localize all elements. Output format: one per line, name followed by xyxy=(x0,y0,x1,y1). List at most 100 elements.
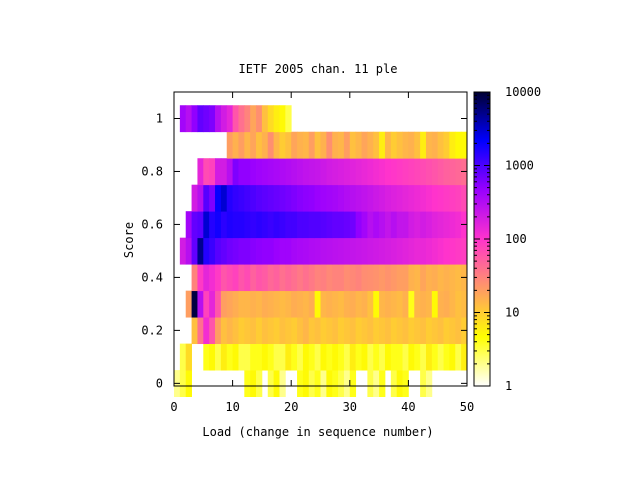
heatmap-cell xyxy=(338,237,345,265)
heatmap-cell xyxy=(314,131,321,159)
heatmap-cell xyxy=(355,184,362,212)
heatmap-cell xyxy=(338,158,345,186)
heatmap-cell xyxy=(379,264,386,292)
heatmap-cell xyxy=(232,184,239,212)
heatmap-cell xyxy=(449,343,456,371)
heatmap-cell xyxy=(203,264,210,292)
heatmap-cell xyxy=(402,317,409,345)
heatmap-cell xyxy=(326,184,333,212)
heatmap-cell xyxy=(232,158,239,186)
colorbar-tick-label: 10 xyxy=(505,306,519,320)
heatmap-cell xyxy=(185,211,192,239)
heatmap-cell xyxy=(461,131,468,159)
heatmap-cell xyxy=(384,237,392,265)
heatmap-cell xyxy=(215,237,222,265)
heatmap-cell xyxy=(226,343,233,371)
heatmap-cell xyxy=(226,290,233,318)
heatmap-cell xyxy=(349,290,357,318)
heatmap-cell xyxy=(343,211,351,239)
heatmap-cell xyxy=(291,211,298,239)
heatmap-cell xyxy=(349,211,357,239)
heatmap-cell xyxy=(431,264,439,292)
heatmap-cell xyxy=(256,290,263,318)
heatmap-cell xyxy=(390,211,398,239)
heatmap-cell xyxy=(261,184,269,212)
heatmap-cell xyxy=(420,211,427,239)
heatmap-cell xyxy=(390,184,398,212)
heatmap-cell xyxy=(279,184,286,212)
heatmap-cell xyxy=(361,264,368,292)
heatmap-cell xyxy=(390,290,398,318)
heatmap-cell xyxy=(308,211,316,239)
heatmap-cell xyxy=(373,264,380,292)
heatmap-cell xyxy=(203,237,210,265)
heatmap-cell xyxy=(408,317,415,345)
heatmap-cell xyxy=(279,370,286,397)
heatmap-cell xyxy=(355,158,362,186)
heatmap-cell xyxy=(185,343,192,371)
heatmap-cell xyxy=(197,184,204,212)
heatmap-cell xyxy=(396,184,403,212)
heatmap-cell xyxy=(291,317,298,345)
heatmap-cell xyxy=(379,211,386,239)
heatmap-cell xyxy=(215,290,222,318)
heatmap-cell xyxy=(332,264,339,292)
heatmap-cell xyxy=(437,131,444,159)
heatmap-cell xyxy=(220,290,228,318)
heatmap-cell xyxy=(443,237,450,265)
heatmap-cell xyxy=(279,131,286,159)
heatmap-cell xyxy=(250,264,257,292)
heatmap-cell xyxy=(326,237,333,265)
heatmap-cell xyxy=(215,317,222,345)
heatmap-cell xyxy=(443,131,450,159)
heatmap-cell xyxy=(414,317,421,345)
y-axis-label: Score xyxy=(122,222,136,258)
heatmap-cell xyxy=(396,343,403,371)
heatmap-cell xyxy=(355,237,362,265)
heatmap-cell xyxy=(256,131,263,159)
heatmap-cell xyxy=(396,158,403,186)
heatmap-cell xyxy=(431,290,439,318)
heatmap-cell xyxy=(326,131,333,159)
heatmap-cell xyxy=(443,211,450,239)
heatmap-cell xyxy=(414,237,421,265)
heatmap-cell xyxy=(373,343,380,371)
heatmap-cell xyxy=(343,343,351,371)
heatmap-cell xyxy=(455,184,462,212)
heatmap-cell xyxy=(203,211,210,239)
heatmap-cell xyxy=(232,343,239,371)
heatmap-cell xyxy=(408,264,415,292)
heatmap-cell xyxy=(191,184,198,212)
heatmap-cell xyxy=(226,131,233,159)
y-axis: 0 0.2 0.4 0.6 0.8 1 xyxy=(141,111,467,390)
heatmap-cell xyxy=(379,343,386,371)
heatmap-cell xyxy=(215,184,222,212)
heatmap-cell xyxy=(461,184,468,212)
heatmap-cell xyxy=(437,237,444,265)
heatmap-cell xyxy=(185,237,192,265)
heatmap-cell xyxy=(425,317,433,345)
y-tick-label: 0 xyxy=(156,376,163,390)
heatmap-cell xyxy=(179,105,187,133)
heatmap-cell xyxy=(338,131,345,159)
heatmap-cell xyxy=(273,237,280,265)
heatmap-cell xyxy=(425,290,433,318)
heatmap-cell xyxy=(279,290,286,318)
heatmap-cell xyxy=(414,184,421,212)
heatmap-cell xyxy=(308,158,316,186)
heatmap-cell xyxy=(367,184,374,212)
heatmap-cell xyxy=(420,317,427,345)
heatmap-cell xyxy=(215,264,222,292)
heatmap-cell xyxy=(379,317,386,345)
heatmap-cell xyxy=(220,211,228,239)
heatmap-cell xyxy=(338,184,345,212)
heatmap-cell xyxy=(384,211,392,239)
heatmap-cell xyxy=(215,211,222,239)
heatmap-cell xyxy=(232,105,239,133)
heatmap-cell xyxy=(209,184,216,212)
heatmap-cell xyxy=(402,131,409,159)
heatmap-cell xyxy=(367,317,374,345)
heatmap-cell xyxy=(250,343,257,371)
heatmap-cell xyxy=(343,131,351,159)
heatmap-cell xyxy=(203,290,210,318)
